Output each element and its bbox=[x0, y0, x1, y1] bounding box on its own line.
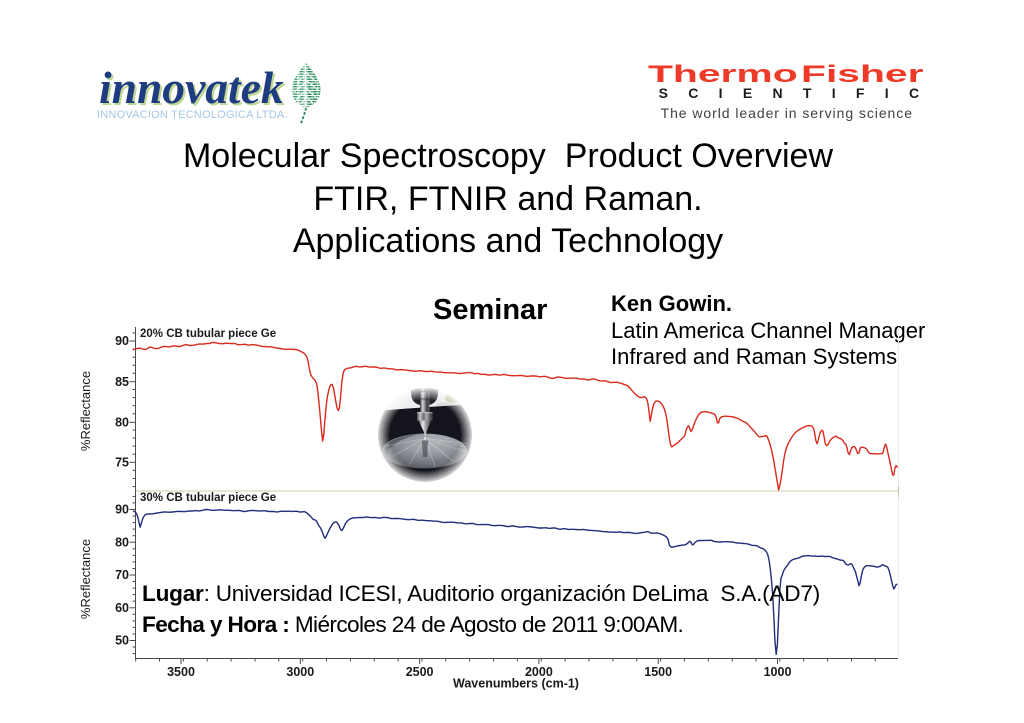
svg-text:75: 75 bbox=[115, 456, 129, 470]
svg-text:20% CB tubular piece Ge: 20% CB tubular piece Ge bbox=[140, 328, 276, 340]
svg-text:1000: 1000 bbox=[764, 665, 792, 679]
svg-text:90: 90 bbox=[115, 503, 129, 517]
svg-text:80: 80 bbox=[115, 416, 129, 430]
svg-text:3000: 3000 bbox=[286, 665, 314, 679]
svg-text:1500: 1500 bbox=[644, 665, 672, 679]
svg-text:2000: 2000 bbox=[525, 665, 553, 679]
svg-text:85: 85 bbox=[115, 375, 129, 389]
svg-text:2500: 2500 bbox=[406, 665, 434, 679]
svg-text:%Reflectance: %Reflectance bbox=[78, 371, 93, 451]
svg-text:Wavenumbers (cm-1): Wavenumbers (cm-1) bbox=[453, 677, 579, 691]
svg-text:70: 70 bbox=[115, 568, 129, 582]
svg-text:60: 60 bbox=[115, 601, 129, 615]
svg-text:3500: 3500 bbox=[167, 665, 195, 679]
svg-text:%Reflectance: %Reflectance bbox=[78, 539, 93, 619]
svg-text:30% CB tubular piece Ge: 30% CB tubular piece Ge bbox=[140, 492, 276, 504]
svg-text:50: 50 bbox=[115, 634, 129, 648]
svg-text:90: 90 bbox=[115, 334, 129, 348]
svg-text:80: 80 bbox=[115, 535, 129, 549]
